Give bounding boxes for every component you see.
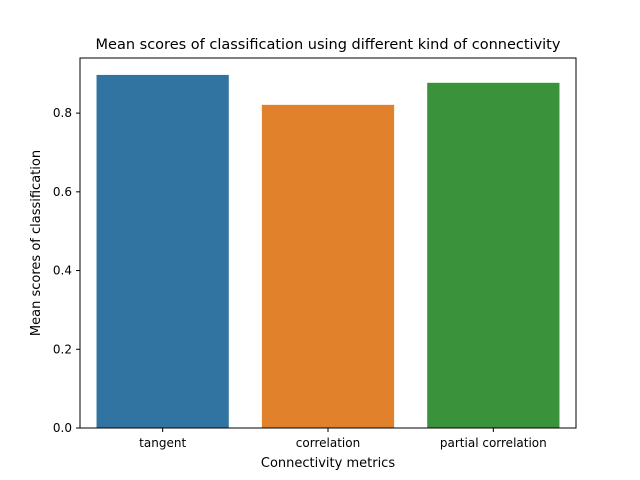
y-tick-label: 0.0 <box>53 421 72 435</box>
bar-correlation <box>261 104 395 428</box>
y-tick-label: 0.6 <box>53 185 72 199</box>
chart-title: Mean scores of classification using diff… <box>96 37 561 53</box>
x-axis: tangent correlation partial correlation <box>139 428 547 450</box>
y-tick-label: 0.2 <box>53 342 72 356</box>
x-tick-label: partial correlation <box>440 436 547 450</box>
x-axis-label: Connectivity metrics <box>261 456 395 471</box>
y-tick-label: 0.4 <box>53 264 72 278</box>
y-axis: 0.0 0.2 0.4 0.6 0.8 <box>53 106 80 435</box>
plot-frame <box>79 57 577 429</box>
bars-layer <box>96 74 560 428</box>
y-tick-label: 0.8 <box>53 106 72 120</box>
bar-partial-correlation <box>427 82 560 428</box>
y-axis-label: Mean scores of classification <box>29 150 44 336</box>
x-tick-label: correlation <box>296 436 360 450</box>
bar-tangent <box>96 74 229 428</box>
x-tick-label: tangent <box>139 436 186 450</box>
